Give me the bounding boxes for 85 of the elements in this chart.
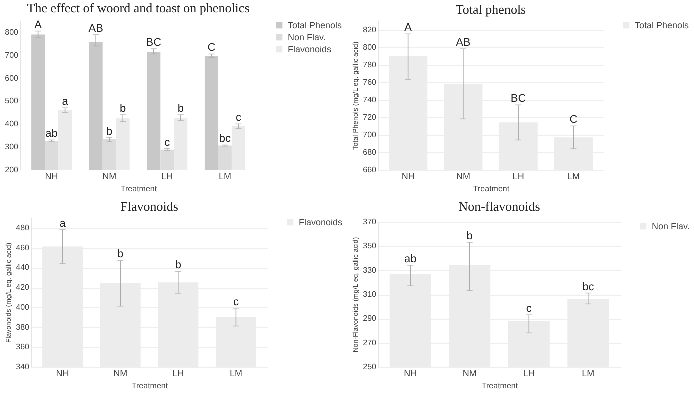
y-tick-label: 800: [363, 42, 378, 52]
x-tick-label: LM: [230, 368, 242, 378]
data-label: b: [120, 102, 126, 115]
y-tick-label: 700: [5, 50, 20, 60]
chart-title: Total phenols: [456, 2, 526, 17]
y-tick-label: 360: [16, 342, 30, 352]
x-tick-label: LM: [218, 172, 232, 182]
data-label: c: [164, 136, 171, 149]
data-label: AB: [88, 22, 104, 35]
x-tick-label: LH: [512, 172, 524, 182]
x-tick-label: NH: [45, 172, 58, 182]
data-label: A: [404, 22, 413, 34]
data-label: c: [233, 296, 240, 308]
data-label: AB: [456, 37, 471, 50]
x-tick-label: NM: [462, 368, 477, 378]
x-tick-label: NM: [102, 172, 117, 182]
y-tick-label: 760: [363, 78, 378, 87]
data-label: b: [178, 102, 184, 115]
y-tick-label: 480: [16, 223, 30, 232]
data-label: c: [526, 303, 532, 316]
y-tick-label: 370: [363, 218, 378, 226]
data-label: bc: [582, 281, 595, 294]
y-tick-label: 600: [5, 74, 20, 83]
data-label: C: [208, 42, 216, 54]
data-label: ab: [404, 254, 417, 266]
x-tick-label: LM: [582, 368, 595, 378]
legend-label: Total Phenols: [635, 20, 690, 30]
x-tick-label: NH: [404, 368, 418, 378]
y-tick-label: 820: [363, 25, 378, 34]
y-tick-label: 310: [363, 290, 378, 299]
data-label: c: [236, 112, 242, 124]
legend-label: Total Phenols: [288, 20, 343, 30]
x-tick-label: LM: [567, 172, 580, 182]
y-tick-label: 250: [363, 362, 378, 372]
y-tick-label: 680: [363, 148, 378, 157]
chart-title: Flavonoids: [120, 198, 178, 214]
y-tick-label: 330: [363, 266, 378, 275]
y-tick-label: 340: [16, 362, 30, 372]
x-tick-label: NH: [56, 368, 70, 378]
x-tick-label: LH: [523, 368, 535, 378]
y-tick-label: 400: [5, 120, 20, 129]
y-tick-label: 200: [5, 166, 20, 174]
legend-label: Flavonoids: [299, 218, 344, 228]
x-axis-title: Treatment: [473, 184, 510, 194]
data-label: a: [62, 96, 70, 108]
y-tick-label: 660: [363, 166, 378, 174]
x-axis-title: Treatment: [120, 184, 158, 194]
data-label: C: [570, 114, 578, 126]
data-label: bc: [219, 133, 232, 146]
legend-label: Non Flav.: [652, 222, 690, 232]
y-tick-label: 270: [363, 338, 378, 348]
y-tick-label: 290: [363, 314, 378, 324]
y-tick-label: 700: [363, 130, 378, 140]
data-label: b: [106, 126, 113, 138]
x-tick-label: NM: [456, 172, 470, 182]
x-axis-title: Treatment: [132, 382, 169, 390]
x-axis-title: Treatment: [482, 382, 519, 390]
data-label: b: [175, 260, 182, 272]
x-tick-label: NM: [114, 368, 128, 378]
data-label: ab: [46, 128, 58, 140]
x-tick-label: LH: [172, 368, 184, 378]
y-tick-label: 780: [363, 60, 378, 70]
y-tick-label: 300: [5, 142, 20, 152]
data-label: b: [466, 230, 473, 243]
x-tick-label: LH: [162, 172, 174, 182]
chart-title: The effect of woord and toast on phenolics: [27, 0, 250, 16]
y-tick-label: 460: [16, 243, 30, 252]
data-label: a: [60, 218, 67, 230]
y-tick-label: 380: [16, 322, 30, 332]
y-tick-label: 350: [363, 242, 378, 251]
legend-label: Flavonoids: [288, 44, 332, 54]
legend-label: Non Flav.: [288, 32, 326, 42]
y-tick-label: 400: [16, 302, 30, 312]
y-tick-label: 740: [363, 95, 378, 104]
x-tick-label: NH: [402, 172, 415, 182]
y-tick-label: 500: [5, 96, 20, 106]
y-tick-label: 420: [16, 283, 30, 292]
data-label: b: [118, 248, 124, 261]
y-tick-label: 720: [363, 112, 378, 122]
data-label: A: [34, 19, 43, 32]
data-label: BC: [146, 36, 162, 49]
chart-title: Non-flavonoids: [458, 199, 540, 214]
y-tick-label: 440: [16, 263, 30, 272]
y-tick-label: 800: [5, 28, 20, 37]
data-label: BC: [510, 93, 526, 106]
